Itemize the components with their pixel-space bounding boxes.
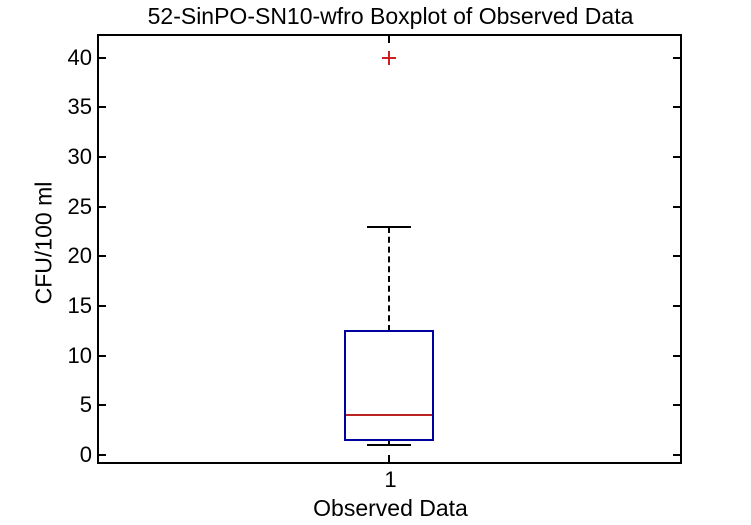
y-tick-mark-left <box>99 355 106 357</box>
y-tick-mark-right <box>673 57 680 59</box>
upper-whisker-cap <box>367 226 411 228</box>
y-tick-label: 20 <box>67 243 92 268</box>
y-tick-label: 10 <box>67 343 92 368</box>
y-tick-mark-right <box>673 206 680 208</box>
y-tick-mark-right <box>673 305 680 307</box>
x-tick-mark-bottom <box>388 455 390 462</box>
y-tick-mark-left <box>99 454 106 456</box>
y-tick-mark-right <box>673 454 680 456</box>
y-tick-mark-right <box>673 404 680 406</box>
box-rect <box>344 330 434 441</box>
median-line <box>346 414 432 416</box>
y-tick-mark-right <box>673 156 680 158</box>
y-tick-label: 0 <box>79 442 92 467</box>
y-tick-mark-left <box>99 156 106 158</box>
y-tick-label: 40 <box>67 45 92 70</box>
x-axis-label: Observed Data <box>313 495 468 521</box>
x-tick-label: 1 <box>384 467 397 492</box>
y-tick-label: 30 <box>67 144 92 169</box>
y-tick-mark-left <box>99 305 106 307</box>
y-tick-label: 25 <box>67 194 92 219</box>
y-tick-mark-left <box>99 404 106 406</box>
x-tick-mark-top <box>388 36 390 43</box>
y-tick-label: 5 <box>79 392 92 417</box>
y-tick-label: 15 <box>67 293 92 318</box>
lower-whisker-cap <box>367 444 411 446</box>
y-tick-mark-left <box>99 57 106 59</box>
y-tick-mark-right <box>673 106 680 108</box>
outlier-marker-vertical <box>388 51 390 65</box>
y-tick-mark-left <box>99 255 106 257</box>
y-tick-label: 35 <box>67 94 92 119</box>
chart-title: 52-SinPO-SN10-wfro Boxplot of Observed D… <box>147 3 634 29</box>
y-tick-mark-right <box>673 255 680 257</box>
lower-whisker-line <box>388 440 390 445</box>
y-tick-mark-left <box>99 206 106 208</box>
y-tick-mark-right <box>673 355 680 357</box>
y-tick-mark-left <box>99 106 106 108</box>
upper-whisker-line <box>388 227 390 331</box>
